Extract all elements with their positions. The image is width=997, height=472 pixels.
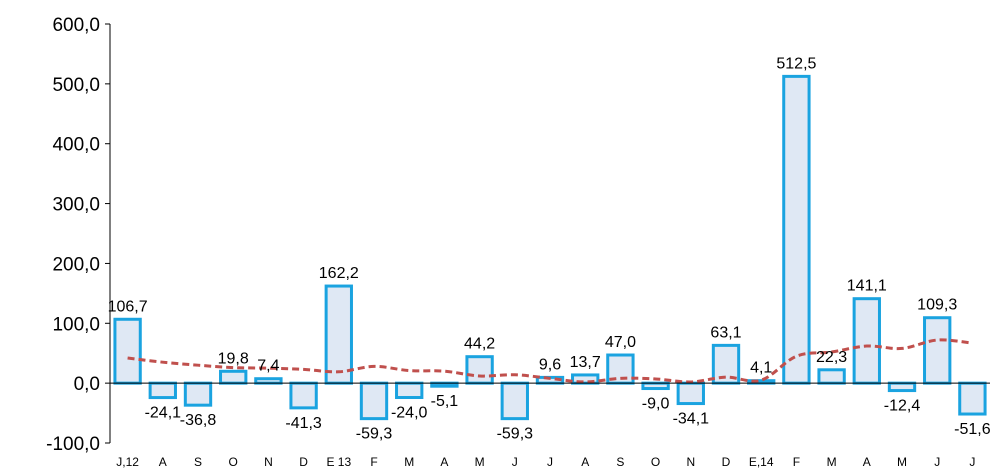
bar	[782, 74, 811, 385]
data-label: -12,4	[884, 398, 921, 415]
data-label: -5,1	[431, 393, 459, 410]
x-tick-label: J	[969, 455, 975, 469]
data-label: 13,7	[570, 354, 601, 371]
x-axis: J,12 A S O N D E 13 F M A M J J A S O N D E,14 F M A M J J	[110, 382, 990, 469]
x-tick-label: M	[475, 455, 485, 469]
bar	[148, 381, 177, 400]
x-tick-label: A	[863, 455, 871, 469]
y-tick-label: 600,0	[52, 15, 100, 36]
x-tick-label: J	[934, 455, 940, 469]
x-tick-label: S	[194, 455, 202, 469]
bar	[254, 377, 283, 385]
y-tick-label: -100,0	[46, 434, 100, 455]
bar	[324, 284, 353, 385]
data-label: -36,8	[180, 412, 217, 429]
y-tick-label: 400,0	[52, 135, 100, 156]
data-label: -9,0	[642, 396, 670, 413]
data-label: 63,1	[710, 324, 741, 341]
x-tick-label: E 13	[326, 455, 351, 469]
y-tick-label: 0,0	[74, 374, 100, 395]
x-tick-label: O	[229, 455, 238, 469]
y-axis: -100,0 0,0 100,0 200,0 300,0 400,0 500,0 600,0	[46, 15, 111, 455]
x-tick-label: M	[404, 455, 414, 469]
x-tick-label: D	[299, 455, 308, 469]
data-label: 141,1	[847, 278, 887, 295]
bar	[465, 355, 494, 385]
data-label: -51,6	[954, 421, 991, 438]
bar	[817, 368, 846, 385]
bar	[359, 381, 389, 421]
bar	[500, 381, 529, 421]
data-label: -34,1	[673, 411, 710, 428]
data-label: 47,0	[605, 334, 636, 351]
data-label: 4,1	[750, 360, 772, 377]
bar	[289, 381, 318, 410]
data-label: 109,3	[917, 297, 957, 314]
x-tick-label: J,12	[116, 455, 139, 469]
data-label: 7,4	[257, 358, 279, 375]
data-label: -59,3	[497, 426, 534, 443]
bar	[641, 381, 670, 391]
y-tick-label: 200,0	[52, 254, 100, 275]
data-label: -24,0	[391, 405, 428, 422]
bar	[219, 369, 248, 385]
data-label: 22,3	[816, 349, 847, 366]
trend-line	[127, 338, 973, 384]
x-tick-label: N	[686, 455, 695, 469]
data-label: 44,2	[464, 336, 495, 353]
y-tick-label: 100,0	[52, 314, 100, 335]
data-label: 512,5	[776, 55, 816, 72]
bar	[676, 381, 705, 406]
data-label: -24,1	[145, 405, 182, 422]
bar	[183, 381, 213, 407]
data-label: -41,3	[285, 415, 322, 432]
x-tick-label: O	[651, 455, 660, 469]
x-tick-label: M	[827, 455, 837, 469]
x-tick-label: N	[264, 455, 273, 469]
x-tick-label: F	[793, 455, 800, 469]
x-tick-label: M	[897, 455, 907, 469]
x-tick-label: J	[547, 455, 553, 469]
bar	[395, 381, 424, 400]
data-label: 9,6	[539, 356, 561, 373]
data-labels: 106,7 -24,1-36,8 19,8 7,4 -41,3 162,2 -59,3 -24…	[108, 55, 991, 442]
trend-line-path	[127, 338, 973, 384]
bar	[887, 381, 917, 393]
data-label: 162,2	[319, 265, 359, 282]
x-tick-label: D	[722, 455, 731, 469]
x-tick-label: F	[370, 455, 377, 469]
x-tick-label: E,14	[749, 455, 774, 469]
x-tick-label: J	[512, 455, 518, 469]
x-tick-label: A	[159, 455, 167, 469]
data-label: 19,8	[218, 350, 249, 367]
x-tick-label: A	[581, 455, 589, 469]
data-label: -59,3	[356, 426, 393, 443]
bar	[113, 317, 142, 385]
bar	[923, 316, 952, 385]
x-tick-label: S	[616, 455, 624, 469]
bar	[958, 381, 987, 416]
y-tick-label: 300,0	[52, 195, 100, 216]
x-tick-label: A	[440, 455, 448, 469]
y-tick-label: 500,0	[52, 75, 100, 96]
data-label: 106,7	[108, 298, 148, 315]
bar	[852, 297, 881, 385]
